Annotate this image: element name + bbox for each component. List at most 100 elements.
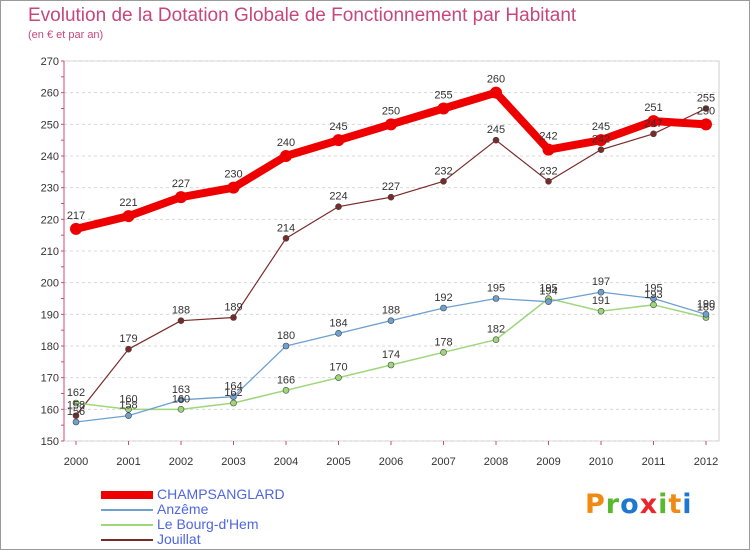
data-label: 163 <box>172 384 190 396</box>
data-label: 227 <box>382 181 400 193</box>
data-point <box>335 374 342 381</box>
data-label: 160 <box>119 393 137 405</box>
data-point <box>492 336 500 343</box>
y-tick-label: 200 <box>41 278 59 290</box>
x-tick-label: 2003 <box>221 456 245 468</box>
legend-item-le-bourg-d-hem: Le Bourg-d'Hem <box>101 516 401 533</box>
legend-swatch <box>101 509 153 511</box>
y-tick-label: 210 <box>41 246 59 258</box>
data-label: 164 <box>224 381 242 393</box>
y-tick-label: 190 <box>41 309 59 321</box>
data-point <box>175 191 187 204</box>
x-tick-label: 2007 <box>431 456 455 468</box>
data-point <box>387 361 395 369</box>
data-point <box>490 86 502 99</box>
x-tick-label: 2011 <box>642 456 666 468</box>
data-point <box>230 399 237 407</box>
data-point <box>440 178 447 185</box>
data-label: 255 <box>434 90 452 102</box>
data-label: 174 <box>382 349 400 361</box>
data-label: 217 <box>67 210 85 222</box>
chart-title: Evolution de la Dotation Globale de Fonc… <box>28 5 577 26</box>
data-label: 158 <box>67 400 85 412</box>
logo-letter: i <box>658 489 669 520</box>
y-tick-label: 250 <box>41 119 59 131</box>
y-tick-label: 170 <box>41 373 59 385</box>
data-label: 189 <box>697 302 715 314</box>
y-tick-label: 270 <box>41 56 59 68</box>
data-point <box>545 178 552 185</box>
x-tick-label: 2006 <box>379 456 403 468</box>
data-label: 245 <box>592 121 610 133</box>
legend-item-champsanglard: CHAMPSANGLARD <box>101 486 401 503</box>
data-point <box>122 210 135 223</box>
data-point <box>282 387 290 394</box>
data-point <box>440 304 447 312</box>
data-point <box>437 102 450 115</box>
data-point <box>440 349 447 356</box>
data-label: 188 <box>172 305 190 317</box>
y-tick-label: 160 <box>41 404 59 416</box>
data-point <box>332 134 345 147</box>
data-label: 182 <box>487 324 505 336</box>
data-label: 166 <box>277 374 295 386</box>
data-point <box>335 330 342 337</box>
data-label: 247 <box>644 118 662 130</box>
data-point <box>545 298 552 305</box>
data-label: 242 <box>592 134 610 146</box>
data-label: 197 <box>592 276 610 288</box>
data-point <box>492 136 500 144</box>
x-tick-label: 2009 <box>536 456 560 468</box>
logo-letter: t <box>668 489 683 520</box>
data-point <box>280 150 292 162</box>
data-label: 195 <box>487 283 505 295</box>
data-label: 190 <box>697 298 715 310</box>
data-label: 242 <box>539 131 557 143</box>
data-point <box>177 396 185 404</box>
data-point <box>230 314 237 321</box>
y-tick-label: 150 <box>41 436 59 448</box>
legend-swatch <box>101 524 153 526</box>
data-point <box>125 412 132 419</box>
data-label: 195 <box>539 283 557 295</box>
y-tick-label: 180 <box>41 341 59 353</box>
data-label: 158 <box>119 400 137 412</box>
y-tick-label: 260 <box>41 88 59 100</box>
x-tick-label: 2008 <box>484 456 508 468</box>
data-point <box>597 307 605 315</box>
data-point <box>650 130 657 138</box>
data-label: 224 <box>329 191 347 203</box>
data-point <box>650 295 657 302</box>
data-label: 195 <box>644 283 662 295</box>
y-tick-label: 230 <box>41 183 59 195</box>
logo-letter: i <box>682 489 693 520</box>
data-point <box>595 134 607 147</box>
data-point <box>387 193 395 201</box>
data-label: 156 <box>67 406 85 418</box>
data-point <box>597 288 605 296</box>
data-point <box>227 181 240 194</box>
data-point <box>230 393 237 400</box>
data-label: 189 <box>224 302 242 314</box>
logo-letter: o <box>620 489 640 520</box>
data-label: 232 <box>539 165 557 177</box>
data-point <box>72 399 80 407</box>
y-tick-label: 220 <box>41 214 59 226</box>
data-label: 250 <box>382 105 400 117</box>
data-point <box>387 317 395 324</box>
data-point <box>702 105 710 112</box>
legend-swatch <box>101 491 153 499</box>
data-label: 194 <box>539 286 557 298</box>
data-label: 214 <box>277 222 295 234</box>
data-point <box>492 295 500 302</box>
data-point <box>282 235 290 242</box>
data-label: 188 <box>382 305 400 317</box>
data-label: 192 <box>434 292 452 304</box>
x-tick-label: 2005 <box>326 456 350 468</box>
data-label: 245 <box>329 121 347 133</box>
data-point <box>70 222 82 235</box>
data-label: 250 <box>697 105 715 117</box>
data-point <box>542 143 555 156</box>
data-point <box>282 342 290 350</box>
chart-subtitle: (en € et par an) <box>28 29 104 41</box>
